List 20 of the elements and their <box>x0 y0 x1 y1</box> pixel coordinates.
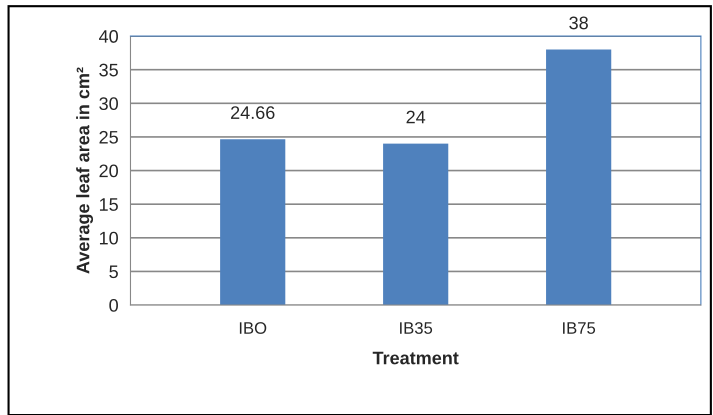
data-label: 24.66 <box>231 106 275 119</box>
y-axis-title: Average leaf area in cm² <box>76 67 94 274</box>
bar <box>383 144 448 306</box>
bar <box>220 139 286 306</box>
y-tick-label: 25 <box>100 130 118 144</box>
bar <box>546 50 612 306</box>
y-tick-label: 40 <box>99 30 118 43</box>
x-tick-label: IB75 <box>563 322 596 334</box>
x-axis-title: Treatment <box>372 352 459 364</box>
data-label: 38 <box>569 16 588 30</box>
y-tick-label: 0 <box>109 298 118 312</box>
y-tick-label: 30 <box>99 97 118 110</box>
y-tick-label: 35 <box>99 64 118 76</box>
y-tick-label: 20 <box>100 164 118 178</box>
data-label: 24 <box>406 110 426 124</box>
x-tick-label: IBO <box>240 322 266 334</box>
y-tick-label: 10 <box>100 232 118 245</box>
x-tick-label: IB35 <box>400 322 432 334</box>
y-tick-label: 5 <box>109 266 118 278</box>
y-tick-label: 15 <box>100 198 118 211</box>
